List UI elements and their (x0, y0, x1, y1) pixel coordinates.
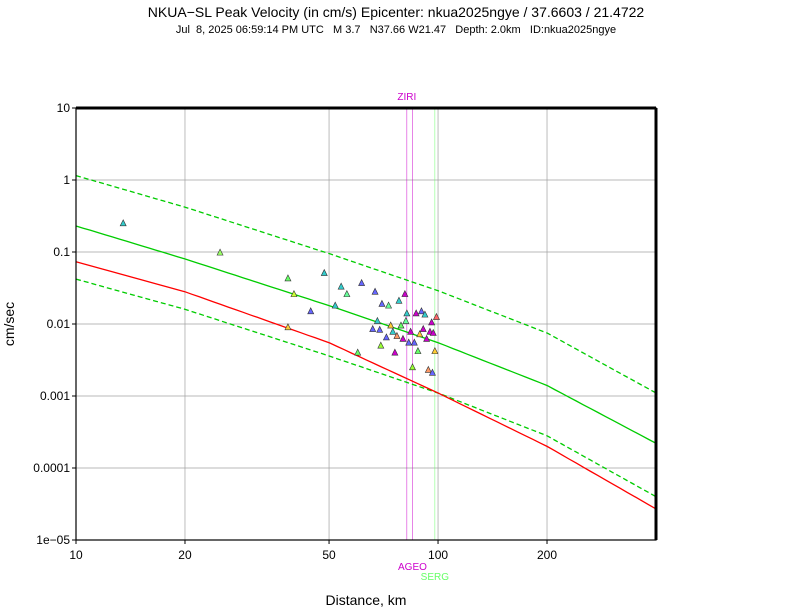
data-point (378, 299, 386, 307)
y-tick-label: 1e−05 (36, 533, 70, 547)
data-point (407, 327, 415, 335)
x-tick-label: 10 (69, 548, 83, 562)
data-point (393, 331, 401, 339)
data-point (354, 348, 362, 356)
data-point (397, 321, 405, 329)
data-point (290, 289, 298, 297)
data-point (403, 309, 411, 317)
chart-subtitle: Jul 8, 2025 06:59:14 PM UTC M 3.7 N37.66… (175, 24, 617, 36)
x-tick-label: 50 (322, 548, 336, 562)
data-point (284, 323, 292, 331)
x-tick-label: 200 (537, 548, 557, 562)
data-point (417, 307, 425, 315)
y-ticks: 10 1 0.1 0.01 0.001 0.0001 1e−05 (33, 101, 76, 547)
data-point (423, 334, 431, 342)
x-ticks: 10 20 50 100 200 (69, 540, 557, 562)
y-tick-label: 1 (63, 173, 70, 187)
data-point (410, 338, 418, 346)
data-point (377, 341, 385, 349)
curve-reference (75, 261, 657, 510)
curve-median (75, 225, 657, 444)
x-axis-label: Distance, km (326, 592, 407, 608)
data-point (387, 321, 395, 329)
station-label-ageo: AGEO (398, 562, 427, 573)
data-point (307, 307, 315, 315)
y-tick-label: 0.1 (53, 245, 70, 259)
x-tick-label: 20 (178, 548, 192, 562)
y-tick-label: 0.001 (40, 389, 70, 403)
data-point (424, 365, 432, 373)
data-point (431, 346, 439, 354)
station-label-serg: SERG (421, 572, 450, 583)
data-point (385, 301, 393, 309)
y-tick-label: 0.01 (47, 317, 71, 331)
data-point (399, 334, 407, 342)
data-point (358, 278, 366, 286)
data-point (343, 289, 351, 297)
data-point (216, 248, 224, 256)
data-point (376, 325, 384, 333)
curves (75, 174, 657, 510)
data-point (331, 301, 339, 309)
grid (76, 108, 656, 540)
data-point (428, 318, 436, 326)
data-point (395, 296, 403, 304)
chart-title: NKUA−SL Peak Velocity (in cm/s) Epicente… (147, 4, 645, 20)
y-axis-label: cm/sec (1, 302, 17, 346)
data-point (405, 338, 413, 346)
data-point (432, 312, 440, 320)
data-point (373, 316, 381, 324)
data-point (414, 346, 422, 354)
x-tick-label: 100 (428, 548, 448, 562)
data-point (382, 333, 390, 341)
data-points (119, 219, 440, 376)
y-tick-label: 10 (57, 101, 71, 115)
curve-upper (75, 174, 657, 394)
data-point (320, 268, 328, 276)
data-point (428, 368, 436, 376)
data-point (119, 219, 127, 227)
data-point (369, 324, 377, 332)
data-point (371, 287, 379, 295)
data-point (412, 309, 420, 317)
data-point (284, 274, 292, 282)
data-point (391, 348, 399, 356)
data-point (408, 363, 416, 371)
data-point (419, 324, 427, 332)
y-tick-label: 0.0001 (33, 461, 70, 475)
data-point (402, 316, 410, 324)
curve-lower (75, 278, 657, 498)
data-point (416, 330, 424, 338)
data-point (337, 282, 345, 290)
data-point (429, 328, 437, 336)
station-label-ziri: ZIRI (397, 92, 416, 103)
data-point (421, 310, 429, 318)
data-point (389, 327, 397, 335)
data-point (401, 289, 409, 297)
